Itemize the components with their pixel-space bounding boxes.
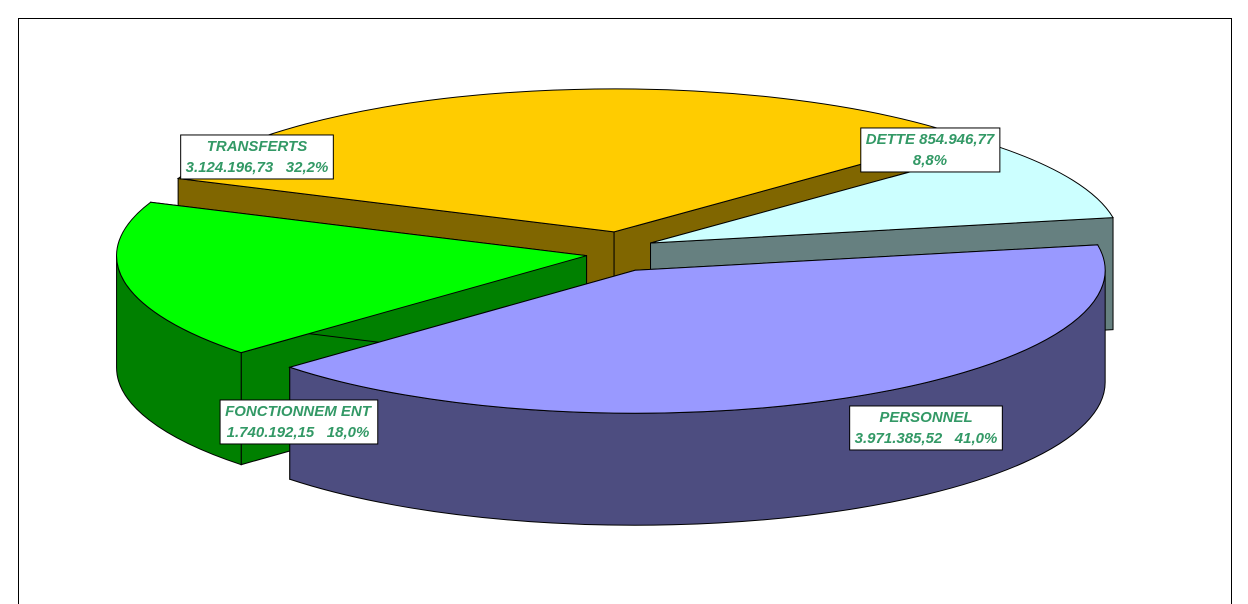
label-box bbox=[180, 134, 334, 180]
label-line: FONCTIONNEM ENT bbox=[225, 403, 373, 420]
label-box bbox=[219, 399, 379, 445]
slice bbox=[116, 201, 587, 354]
data-label: DETTE 854.946,77 8,8% bbox=[860, 127, 1001, 173]
category-label: TRANSFERTS bbox=[207, 138, 308, 155]
label-line: PERSONNEL bbox=[879, 409, 972, 426]
label-line: 3.971.385,52 41,0% bbox=[855, 430, 998, 447]
label-line: 3.124.196,73 32,2% bbox=[186, 159, 329, 176]
percent-label: 32,2% bbox=[286, 159, 329, 176]
label-box bbox=[849, 405, 1003, 451]
category-label: PERSONNEL bbox=[879, 409, 972, 426]
data-label: FONCTIONNEM ENT 1.740.192,15 18,0% bbox=[219, 399, 379, 445]
value-label: 854.946,77 bbox=[919, 131, 995, 148]
percent-label: 41,0% bbox=[954, 430, 998, 447]
percent-label: 18,0% bbox=[327, 424, 370, 441]
label-box bbox=[860, 127, 1001, 173]
value-label: 3.124.196,73 bbox=[186, 159, 274, 176]
value-label: 1.740.192,15 bbox=[227, 424, 315, 441]
data-label: TRANSFERTS 3.124.196,73 32,2% bbox=[180, 134, 334, 180]
label-line: DETTE 854.946,77 bbox=[866, 131, 995, 148]
label-line: 1.740.192,15 18,0% bbox=[227, 424, 370, 441]
value-label: 3.971.385,52 bbox=[855, 430, 943, 447]
label-line: 8,8% bbox=[913, 152, 947, 169]
percent-label: 8,8% bbox=[913, 152, 947, 169]
data-label: PERSONNEL 3.971.385,52 41,0% bbox=[849, 405, 1003, 451]
slice bbox=[288, 244, 1106, 414]
category-label: FONCTIONNEM ENT bbox=[225, 403, 373, 420]
label-line: TRANSFERTS bbox=[207, 138, 308, 155]
category-label: DETTE bbox=[866, 131, 916, 148]
